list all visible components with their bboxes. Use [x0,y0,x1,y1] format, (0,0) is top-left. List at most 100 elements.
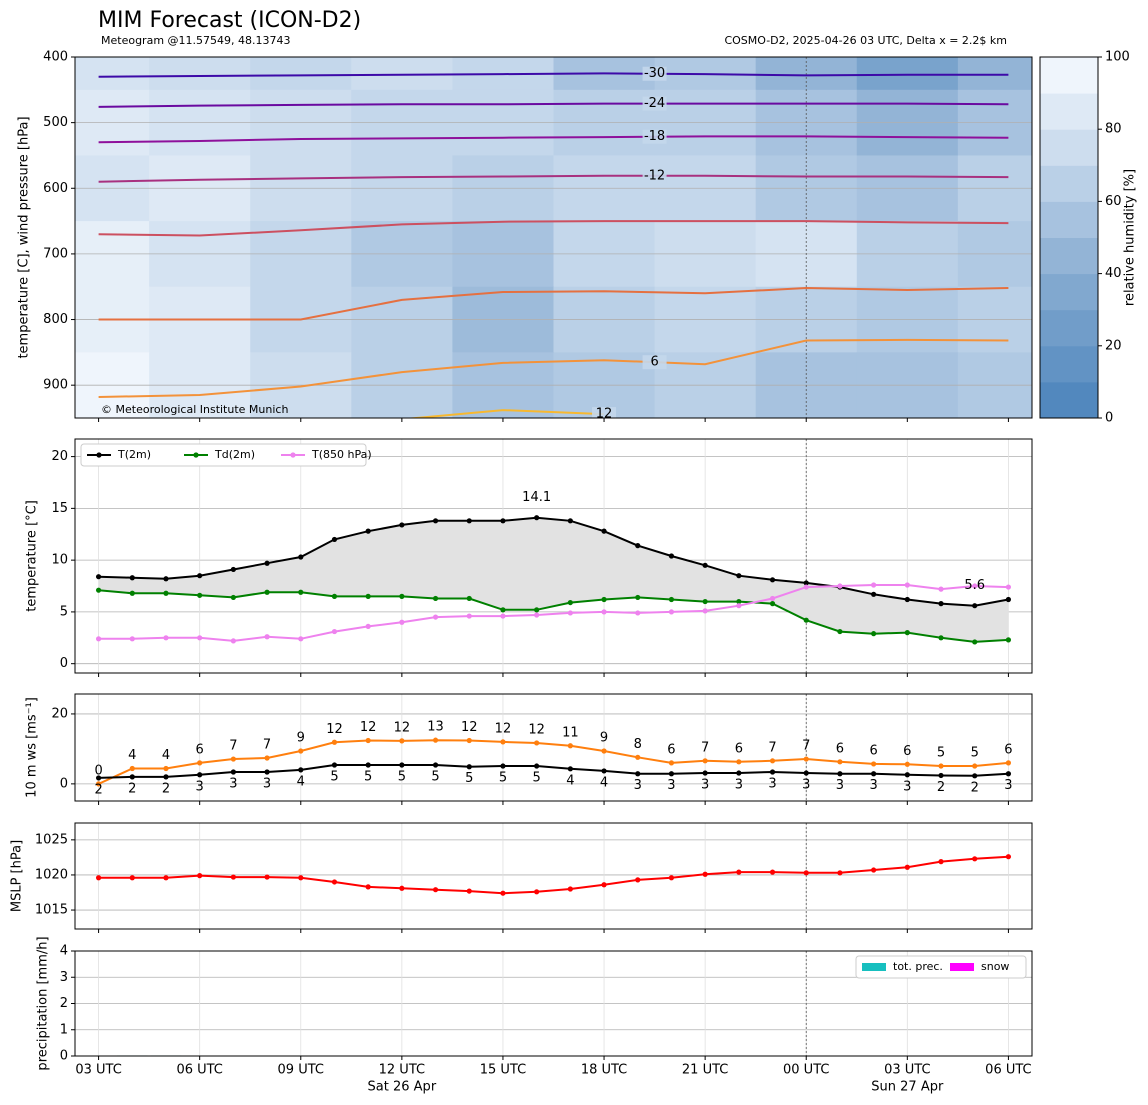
point [972,603,978,609]
point [871,771,877,777]
series-line [98,855,1009,895]
isotherm-label: -18 [644,129,665,144]
point [432,887,439,893]
point [432,595,439,602]
point [702,598,708,605]
value-label: 12 [461,720,478,735]
value-label: 2 [94,782,102,797]
source-note: COSMO-D2, 2025-04-26 03 UTC, Delta x = 2… [724,34,1007,47]
point [803,584,809,590]
point [668,760,675,766]
point [500,890,506,896]
point [163,576,169,582]
point [399,522,405,528]
point [163,875,169,881]
colorbar-band [1040,273,1098,311]
point [702,871,708,877]
point [803,580,809,586]
point [331,536,338,543]
y-axis-label: 10 m ws [ms⁻¹] [25,697,40,798]
value-label: 7 [229,739,237,754]
point [197,760,203,766]
fill-between [98,517,1009,642]
point [95,587,102,593]
point [298,767,304,773]
legend-label: T(2m) [117,448,151,461]
value-label: 11 [562,725,579,740]
isotherm-label: -24 [644,96,665,111]
value-label: 3 [836,778,844,793]
x-tick-label: 03 UTC [75,1063,121,1078]
subtitle: Meteogram @11.57549, 48.13743 [101,34,291,47]
point [972,763,978,769]
point [635,754,641,760]
point [668,875,675,881]
point [769,869,776,875]
isotherm [98,174,1009,183]
colorbar-band [1040,237,1098,275]
y-axis-label: temperature [C], wind pressure [hPa] [17,116,32,358]
point [904,582,910,588]
point [567,886,573,892]
point [635,877,641,883]
isotherm-label-bg [642,66,667,81]
point [365,593,371,599]
point [702,562,708,568]
point [230,638,236,644]
colorbar-band [1040,309,1098,347]
x-tick-label: 12 UTC [379,1063,425,1078]
point [736,869,742,875]
plot-area: -30 -24 -18 -12 6 12 [75,57,1032,418]
y-tick-label: 900 [43,378,68,393]
point [938,635,944,641]
point [567,599,573,606]
y-tick-label: 0 [60,1049,68,1064]
point [197,873,203,879]
value-label: 0 [94,763,102,778]
point [365,762,371,768]
value-label: 5 [971,746,979,761]
point [331,762,338,768]
value-label: 4 [128,748,136,763]
point [365,884,371,890]
panel: 1015 1020 1025 MSLP [hPa] [10,822,1033,933]
legend-marker [290,452,296,458]
point [197,635,203,641]
colorbar-frame [1039,56,1099,419]
point [129,774,135,780]
point [871,591,877,597]
y-axis-label: MSLP [hPa] [10,840,25,912]
point [567,518,573,524]
point [264,874,270,880]
rh-cell [149,57,251,91]
point [331,628,338,635]
point [500,607,506,613]
point [736,573,742,579]
y-tick-label: 2 [60,996,68,1011]
point [904,772,910,778]
value-label: 12 [528,722,545,737]
point [95,636,102,642]
value-label: 4 [162,748,170,763]
colorbar-tick-label: 20 [1105,338,1122,353]
colorbar-tick-label: 40 [1105,266,1122,281]
series-line [98,739,1009,785]
value-label: 8 [634,737,642,752]
point [129,765,135,772]
point [567,766,573,772]
value-label: 5 [398,769,406,784]
y-tick-label: 10 [51,553,68,568]
point [129,875,135,881]
value-label: 5 [499,771,507,786]
point [601,882,607,888]
point [432,762,439,768]
point [500,763,506,769]
isotherm [98,286,1009,321]
point [163,635,169,641]
series-line [98,584,1009,642]
point [668,609,675,615]
isotherm [98,220,1009,237]
point [197,573,203,579]
point [163,765,169,772]
